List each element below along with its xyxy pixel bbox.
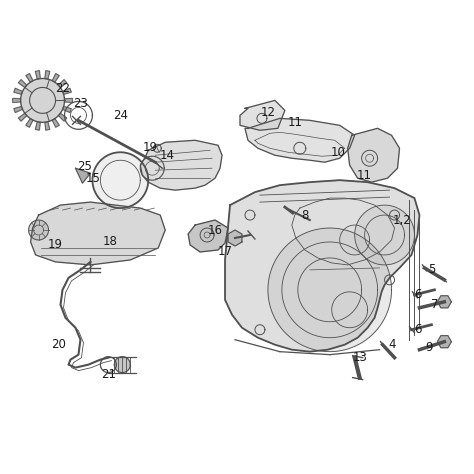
Text: 24: 24 [113, 109, 128, 122]
Text: 6: 6 [414, 323, 421, 336]
Text: 16: 16 [208, 224, 223, 237]
Text: 9: 9 [426, 341, 433, 354]
Polygon shape [58, 113, 67, 121]
Polygon shape [347, 128, 400, 182]
Polygon shape [225, 180, 419, 352]
Polygon shape [438, 336, 451, 348]
Text: 19: 19 [143, 141, 158, 154]
Polygon shape [438, 296, 451, 308]
Text: 20: 20 [51, 338, 66, 351]
Text: 23: 23 [73, 97, 88, 110]
Polygon shape [45, 122, 50, 130]
Polygon shape [140, 140, 222, 190]
Polygon shape [52, 73, 59, 82]
Text: 4: 4 [389, 338, 396, 351]
Text: 17: 17 [218, 246, 233, 258]
Text: 13: 13 [352, 351, 367, 364]
Polygon shape [92, 152, 148, 208]
Polygon shape [36, 71, 40, 79]
Polygon shape [36, 122, 40, 130]
Polygon shape [26, 73, 33, 82]
Text: 6: 6 [414, 288, 421, 301]
Text: 15: 15 [86, 172, 101, 185]
Polygon shape [28, 220, 48, 240]
Text: 18: 18 [103, 236, 118, 248]
Polygon shape [63, 88, 71, 94]
Polygon shape [14, 107, 23, 112]
Text: 12: 12 [260, 106, 275, 119]
Polygon shape [45, 71, 50, 79]
Polygon shape [18, 80, 27, 88]
Polygon shape [26, 118, 33, 128]
Polygon shape [268, 228, 392, 352]
Polygon shape [114, 356, 130, 373]
Text: 14: 14 [160, 149, 175, 162]
Text: 19: 19 [48, 238, 63, 252]
Polygon shape [64, 98, 73, 102]
Text: 10: 10 [330, 146, 345, 159]
Polygon shape [240, 100, 285, 130]
Text: 7: 7 [431, 298, 438, 311]
Polygon shape [355, 205, 414, 265]
Polygon shape [188, 220, 228, 252]
Text: 11: 11 [287, 116, 302, 129]
Polygon shape [13, 98, 21, 102]
Polygon shape [18, 113, 27, 121]
Polygon shape [52, 118, 59, 128]
Text: 1,2: 1,2 [393, 214, 412, 227]
Text: 5: 5 [428, 264, 435, 276]
Polygon shape [228, 230, 242, 246]
Text: 21: 21 [101, 368, 116, 381]
Polygon shape [21, 79, 64, 122]
Polygon shape [58, 80, 67, 88]
Text: 22: 22 [55, 82, 70, 95]
Polygon shape [75, 168, 91, 183]
Polygon shape [245, 118, 355, 162]
Polygon shape [31, 202, 165, 265]
Text: 8: 8 [301, 209, 309, 221]
Text: 25: 25 [77, 160, 92, 173]
Polygon shape [63, 107, 71, 112]
Text: 11: 11 [357, 169, 372, 182]
Polygon shape [14, 88, 23, 94]
